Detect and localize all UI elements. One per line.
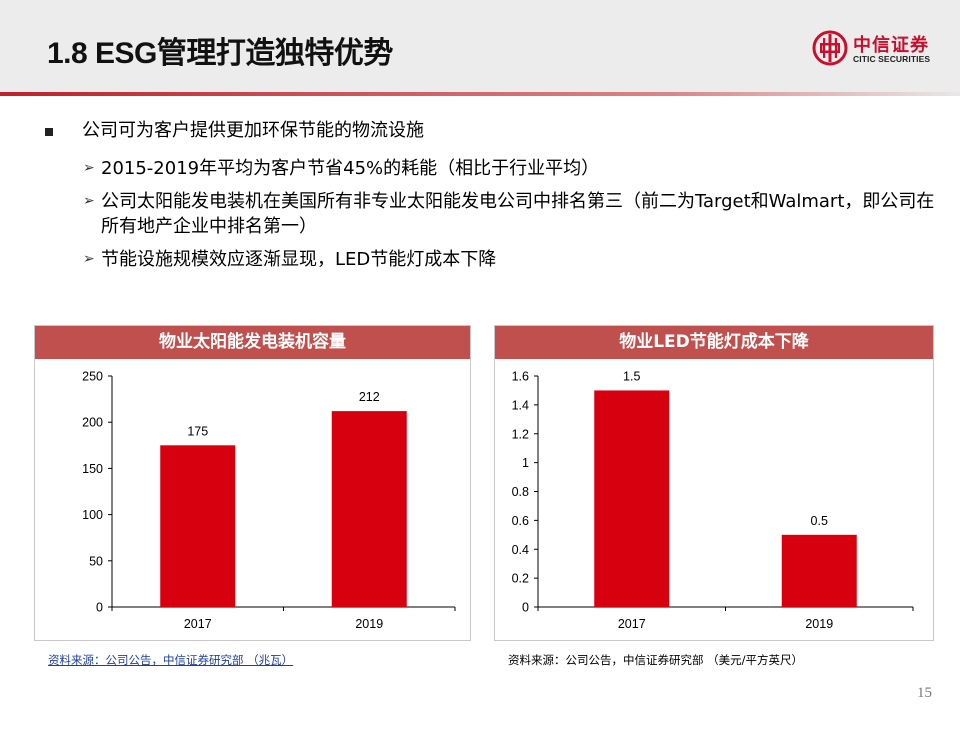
source-note-link[interactable]: 资料来源：公司公告，中信证券研究部 （兆瓦）: [48, 653, 294, 667]
sub-bullet: ➢ 节能设施规模效应逐渐显现，LED节能灯成本下降: [40, 247, 940, 272]
sub-bullet: ➢ 公司太阳能发电装机在美国所有非专业太阳能发电公司中排名第三（前二为Targe…: [40, 189, 940, 239]
solar-capacity-panel: 物业太阳能发电装机容量 0 50 100 150 200 250 175 2017 212 201…: [34, 325, 471, 641]
x-tick-label: 2017: [184, 617, 212, 631]
logo-chinese-name: 中信证券: [853, 35, 929, 56]
y-tick-label: 50: [89, 554, 103, 568]
chart-title: 物业LED节能灯成本下降: [495, 326, 933, 359]
main-bullet-text: 公司可为客户提供更加环保节能的物流设施: [82, 120, 424, 141]
y-tick-label: 0.2: [512, 572, 529, 586]
data-label: 175: [187, 424, 208, 438]
sub-bullet-text: 2015-2019年平均为客户节省45%的耗能（相比于行业平均）: [101, 158, 600, 179]
y-tick-label: 0: [96, 601, 103, 615]
page-number: 15: [917, 685, 932, 701]
arrow-bullet-icon: ➢: [83, 160, 95, 176]
y-tick-label: 250: [82, 370, 103, 384]
led-cost-panel: 物业LED节能灯成本下降 0 0.2 0.4 0.6 0.8 1 1.2 1.4 1.6 1.5 2…: [494, 325, 934, 641]
main-bullet: 公司可为客户提供更加环保节能的物流设施: [40, 118, 940, 148]
bar: [594, 390, 670, 607]
data-label: 1.5: [623, 369, 640, 383]
bar: [160, 445, 236, 607]
data-label: 0.5: [811, 514, 828, 528]
square-bullet-icon: [45, 128, 53, 136]
y-tick-label: 100: [82, 508, 103, 522]
company-logo: 中信证券 CITIC SECURITIES: [812, 30, 947, 66]
sub-bullet-text: 节能设施规模效应逐渐显现，LED节能灯成本下降: [101, 249, 497, 270]
sub-bullet-text: 公司太阳能发电装机在美国所有非专业太阳能发电公司中排名第三（前二为Target和…: [101, 191, 935, 237]
y-tick-label: 0: [522, 601, 529, 615]
y-tick-label: 0.6: [512, 514, 529, 528]
y-tick-label: 1.6: [512, 370, 529, 384]
chart-title: 物业太阳能发电装机容量: [35, 326, 470, 359]
bar: [781, 534, 857, 607]
led-cost-chart: 0 0.2 0.4 0.6 0.8 1 1.2 1.4 1.6 1.5 2017 0.5 2019: [512, 369, 914, 631]
page-title: 1.8 ESG管理打造独特优势: [47, 37, 393, 70]
y-tick-label: 0.4: [512, 543, 529, 557]
sub-bullet: ➢ 2015-2019年平均为客户节省45%的耗能（相比于行业平均）: [40, 156, 940, 181]
y-tick-label: 0.8: [512, 485, 529, 499]
x-tick-label: 2019: [355, 617, 383, 631]
y-tick-label: 150: [82, 462, 103, 476]
x-tick-label: 2019: [805, 617, 833, 631]
logo-english-name: CITIC SECURITIES: [853, 54, 931, 64]
source-note: 资料来源：公司公告，中信证券研究部 （美元/平方英尺）: [508, 653, 804, 667]
y-tick-label: 1: [522, 456, 529, 470]
y-tick-label: 200: [82, 416, 103, 430]
data-label: 212: [359, 390, 380, 404]
arrow-bullet-icon: ➢: [83, 193, 95, 209]
y-tick-label: 1.2: [512, 427, 529, 441]
x-tick-label: 2017: [618, 617, 646, 631]
bullet-list: 公司可为客户提供更加环保节能的物流设施 ➢ 2015-2019年平均为客户节省4…: [40, 118, 940, 272]
header-bar: 1.8 ESG管理打造独特优势 中信证券 CITIC SECURITIES: [0, 0, 960, 92]
arrow-bullet-icon: ➢: [83, 251, 95, 267]
citic-logo-icon: [812, 30, 848, 66]
y-tick-label: 1.4: [512, 398, 529, 412]
solar-capacity-chart: 0 50 100 150 200 250 175 2017 212 2019: [82, 370, 456, 631]
bar: [331, 411, 407, 607]
header-divider: [0, 92, 960, 96]
